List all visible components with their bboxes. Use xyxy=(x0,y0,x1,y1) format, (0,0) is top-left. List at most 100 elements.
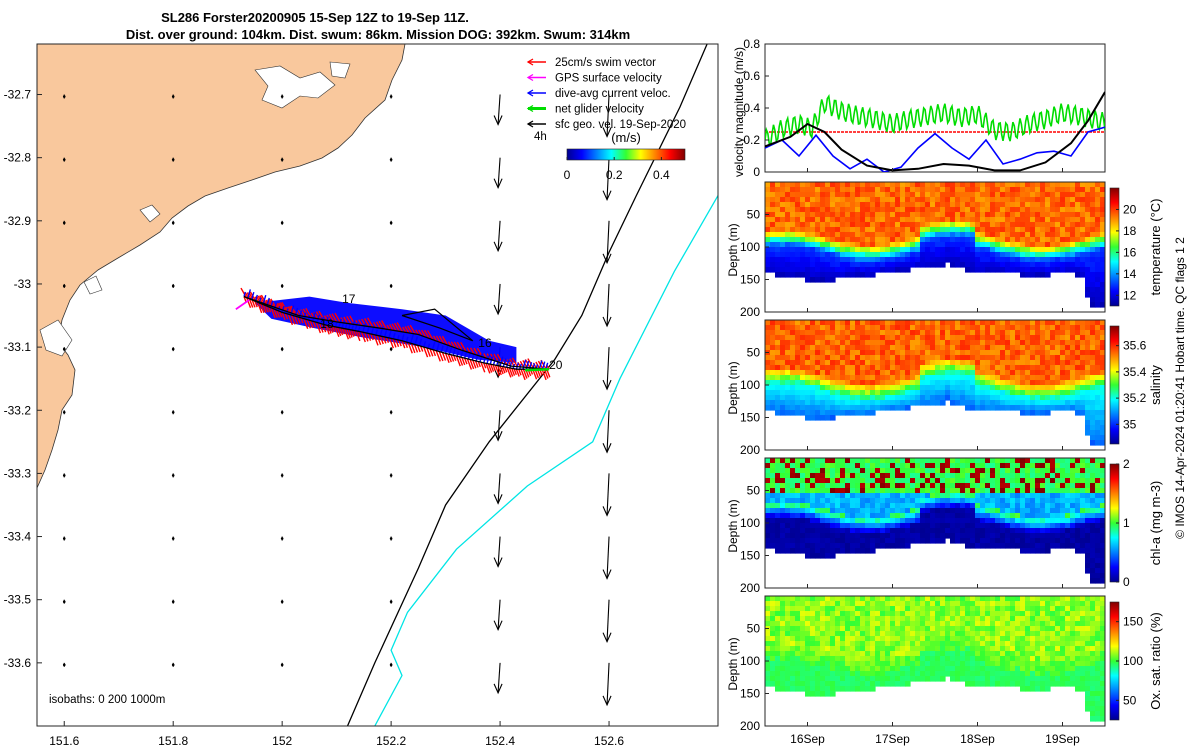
section-cell xyxy=(805,631,811,637)
section-cell xyxy=(860,676,866,682)
section-cell xyxy=(850,513,856,519)
section-cell xyxy=(1050,483,1056,489)
swim-vector xyxy=(461,357,466,366)
section-cell xyxy=(885,227,891,233)
section-cell xyxy=(1010,350,1016,356)
section-cell xyxy=(840,661,846,667)
section-cell xyxy=(895,355,901,361)
section-cell xyxy=(1065,518,1071,524)
section-cell xyxy=(865,345,871,351)
section-cell xyxy=(1030,400,1036,406)
section-cell xyxy=(945,468,951,474)
section-cell xyxy=(855,621,861,627)
section-cell xyxy=(780,385,786,391)
section-cell xyxy=(845,601,851,607)
section-cell xyxy=(915,365,921,371)
section-cell xyxy=(950,212,956,218)
section-cell xyxy=(920,350,926,356)
section-cell xyxy=(825,262,831,268)
section-cell xyxy=(1035,330,1041,336)
section-cell xyxy=(765,360,771,366)
section-cell xyxy=(795,400,801,406)
section-cell xyxy=(875,656,881,662)
section-cell xyxy=(850,237,856,243)
section-cell xyxy=(1025,207,1031,213)
section-cell xyxy=(955,498,961,504)
section-cell xyxy=(800,340,806,346)
section-cell xyxy=(970,478,976,484)
section-cell xyxy=(875,390,881,396)
section-cell xyxy=(965,533,971,539)
section-cell xyxy=(1020,355,1026,361)
section-cell xyxy=(895,666,901,672)
section-cell xyxy=(925,385,931,391)
section-cell xyxy=(830,611,836,617)
section-cell xyxy=(965,528,971,534)
section-cell xyxy=(1020,207,1026,213)
section-cell xyxy=(1065,335,1071,341)
section-cell xyxy=(1020,227,1026,233)
section-cell xyxy=(865,523,871,529)
section-cell xyxy=(1075,272,1081,278)
section-cell xyxy=(815,666,821,672)
section-cell xyxy=(1080,320,1086,326)
section-cell xyxy=(960,400,966,406)
section-cell xyxy=(910,395,916,401)
swim-vector xyxy=(504,366,508,373)
current-vector xyxy=(338,318,342,328)
section-cell xyxy=(935,202,941,208)
section-cell xyxy=(865,503,871,509)
section-cell xyxy=(1055,247,1061,253)
section-cell xyxy=(795,498,801,504)
section-cell xyxy=(900,207,906,213)
section-cell xyxy=(1035,395,1041,401)
section-cell xyxy=(860,267,866,273)
section-cell xyxy=(1000,212,1006,218)
section-cell xyxy=(890,365,896,371)
section-cell xyxy=(895,340,901,346)
section-cell xyxy=(865,232,871,238)
section-cell xyxy=(890,538,896,544)
section-cell xyxy=(905,267,911,273)
section-cell xyxy=(930,227,936,233)
section-cell xyxy=(805,365,811,371)
section-cell xyxy=(925,355,931,361)
section-cell xyxy=(800,528,806,534)
section-cell xyxy=(775,518,781,524)
section-cell xyxy=(810,468,816,474)
section-cell xyxy=(795,548,801,554)
geo-vector-dot xyxy=(280,95,284,98)
section-cell xyxy=(780,345,786,351)
section-cell xyxy=(1045,468,1051,474)
section-cell xyxy=(820,360,826,366)
section-cell xyxy=(890,262,896,268)
section-cell xyxy=(800,405,806,411)
section-cell xyxy=(875,483,881,489)
section-cell xyxy=(915,207,921,213)
section-cell xyxy=(825,360,831,366)
section-cell xyxy=(1080,380,1086,386)
section-cell xyxy=(1080,325,1086,331)
section-cell xyxy=(855,646,861,652)
section-cell xyxy=(975,252,981,258)
section-cell xyxy=(870,513,876,519)
section-cell xyxy=(920,237,926,243)
section-cell xyxy=(860,182,866,188)
section-cell xyxy=(850,616,856,622)
section-cell xyxy=(840,197,846,203)
section-cell xyxy=(1015,325,1021,331)
section-cell xyxy=(825,272,831,278)
section-cell xyxy=(900,262,906,268)
section-cell xyxy=(780,543,786,549)
section-ylabel: Depth (m) xyxy=(726,361,740,414)
section-cell xyxy=(1095,247,1101,253)
section-cell xyxy=(980,227,986,233)
section-cell xyxy=(1005,483,1011,489)
section-cell xyxy=(1035,508,1041,514)
section-cell xyxy=(840,272,846,278)
section-cell xyxy=(905,508,911,514)
section-cell xyxy=(815,651,821,657)
section-cell xyxy=(1035,410,1041,416)
section-cell xyxy=(765,202,771,208)
section-cell xyxy=(855,227,861,233)
